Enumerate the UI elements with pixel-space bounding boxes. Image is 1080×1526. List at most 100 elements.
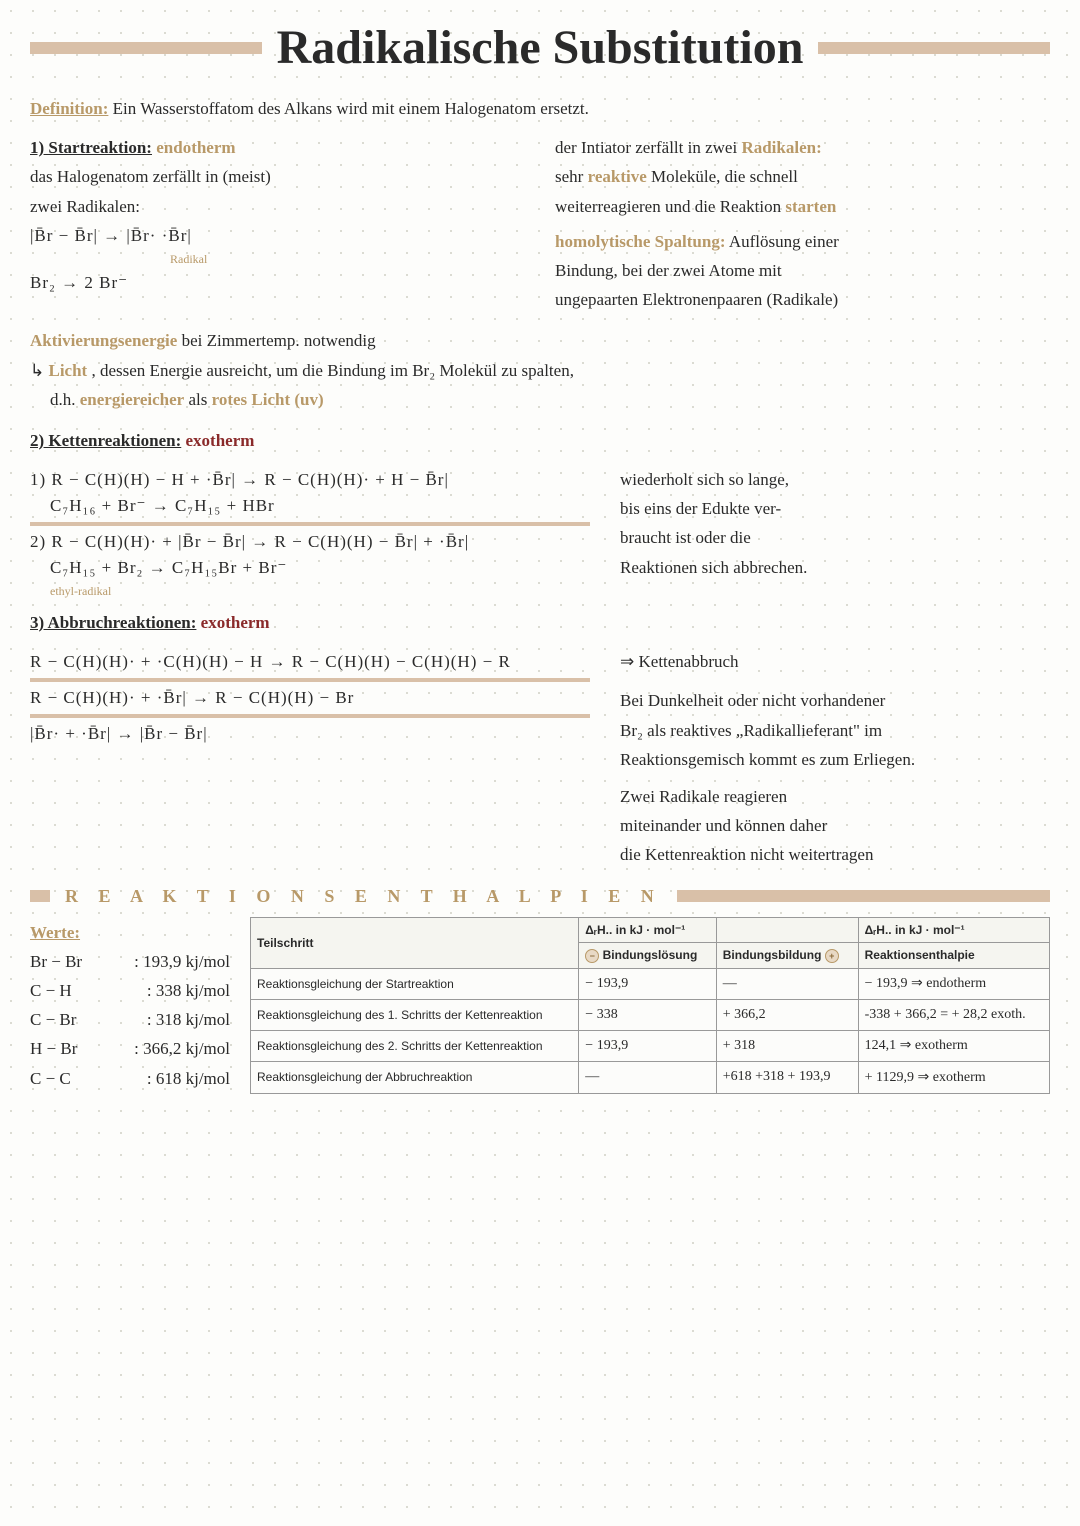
aktiv-l3b: energiereicher	[80, 390, 184, 409]
ketten-thermo: exotherm	[186, 431, 255, 450]
abbruch-heading: 3) Abbruchreaktionen:	[30, 613, 196, 632]
ketten-eq1b: C₇H₁₆ + Br⁻ → C₇H₁₅ + HBr	[50, 496, 590, 516]
th-teilschritt: Teilschritt	[251, 917, 579, 968]
ketten-heading: 2) Kettenreaktionen:	[30, 431, 181, 450]
divider-1	[30, 522, 590, 526]
title-bar-left	[30, 42, 262, 54]
minus-icon: −	[585, 949, 599, 963]
plus-icon: +	[825, 949, 839, 963]
start-left2: zwei Radikalen:	[30, 193, 525, 220]
table-row: Reaktionsgleichung der Startreaktion− 19…	[251, 968, 1050, 1000]
abbruch-section: 3) Abbruchreaktionen: exotherm R − C(H)(…	[30, 609, 1050, 871]
start-r4b: Auflösung einer	[729, 232, 839, 251]
page-title: Radikalische Substitution	[277, 20, 804, 75]
table-head-row: Teilschritt ΔᵣH.. in kJ · mol⁻¹ ΔᵣH.. in…	[251, 917, 1050, 942]
abbruch-eq2: R − C(H)(H)· + ·B̄r| → R − C(H)(H) − Br	[30, 688, 590, 708]
th-dh2: ΔᵣH.. in kJ · mol⁻¹	[858, 917, 1049, 942]
start-r3a: weiterreagieren und die Reaktion	[555, 197, 781, 216]
cell-enthalpie: 124,1 ⇒ exotherm	[858, 1030, 1049, 1062]
radikal-note: Radikal	[170, 252, 525, 267]
cell-loesung: − 193,9	[579, 968, 716, 1000]
abbruch-eq3: |B̄r· + ·B̄r| → |B̄r − B̄r|	[30, 724, 590, 744]
abbruch-s2: Br₂ als reaktives „Radikallieferant" im	[620, 717, 1040, 744]
start-r6: ungepaarten Elektronenpaaren (Radikale)	[555, 286, 1050, 313]
ketten-s2: bis eins der Edukte ver-	[620, 495, 1040, 522]
abbruch-arrow: ⇒ Kettenabbruch	[620, 648, 1040, 675]
start-left1: das Halogenatom zerfällt in (meist)	[30, 163, 525, 190]
definition-line: Definition: Ein Wasserstoffatom des Alka…	[30, 95, 1050, 122]
werte-key: C − H	[30, 977, 72, 1004]
cell-enthalpie: + 1129,9 ⇒ exotherm	[858, 1062, 1049, 1094]
werte-row: C − C : 618 kj/mol	[30, 1065, 230, 1092]
ketten-s3: braucht ist oder die	[620, 524, 1040, 551]
start-section: 1) Startreaktion: endotherm das Halogena…	[30, 132, 1050, 315]
ketten-side: wiederholt sich so lange, bis eins der E…	[620, 464, 1040, 599]
cell-loesung: ―	[579, 1062, 716, 1094]
start-formula2: Br₂ → 2 Br⁻	[30, 273, 525, 293]
start-thermo: endotherm	[156, 138, 235, 157]
werte-val: : 193,9 kj/mol	[134, 948, 230, 975]
werte-val: : 318 kj/mol	[147, 1006, 230, 1033]
th-blank	[716, 917, 858, 942]
start-r2c: Moleküle, die schnell	[651, 167, 798, 186]
start-r1a: der Intiator zerfällt in zwei	[555, 138, 737, 157]
werte-key: C − Br	[30, 1006, 76, 1033]
start-r2b: reaktive	[588, 167, 647, 186]
cell-loesung: − 193,9	[579, 1030, 716, 1062]
start-r5: Bindung, bei der zwei Atome mit	[555, 257, 1050, 284]
start-formula1: |B̄r − B̄r| → |B̄r· ·B̄r|	[30, 226, 525, 246]
aktiv-label: Aktivierungsenergie	[30, 331, 177, 350]
ketten-section: 2) Kettenreaktionen: exotherm 1) R − C(H…	[30, 427, 1050, 599]
banner-bar-left	[30, 890, 50, 902]
aktiv-l3a: d.h.	[50, 390, 76, 409]
th-loesung: − Bindungslösung	[579, 942, 716, 968]
abbruch-side: ⇒ Kettenabbruch Bei Dunkelheit oder nich…	[620, 646, 1040, 870]
aktiv-l2c: , dessen Energie ausreicht, um die Bindu…	[91, 361, 573, 380]
werte-val: : 338 kj/mol	[147, 977, 230, 1004]
ethyl-note: ethyl-radikal	[50, 584, 590, 599]
werte-heading: Werte:	[30, 919, 230, 946]
abbruch-eq1-text: R − C(H)(H)· + ·C(H)(H) − H → R − C(H)(H…	[30, 652, 511, 671]
cell-bildung: +618 +318 + 193,9	[716, 1062, 858, 1094]
werte-val: : 366,2 kj/mol	[134, 1035, 230, 1062]
th-dh1: ΔᵣH.. in kJ · mol⁻¹	[579, 917, 716, 942]
ketten-left: 1) R − C(H)(H) − H + ·B̄r| → R − C(H)(H)…	[30, 464, 590, 599]
aktiv-l2a: ↳	[30, 361, 44, 380]
aktiv-l1: bei Zimmertemp. notwendig	[182, 331, 376, 350]
table-row: Reaktionsgleichung des 2. Schritts der K…	[251, 1030, 1050, 1062]
cell-bildung: ―	[716, 968, 858, 1000]
abbruch-s1: Bei Dunkelheit oder nicht vorhandener	[620, 687, 1040, 714]
werte-key: Br − Br	[30, 948, 82, 975]
cell-bildung: + 366,2	[716, 1000, 858, 1030]
aktiv-section: Aktivierungsenergie bei Zimmertemp. notw…	[30, 327, 1050, 413]
werte-key: H − Br	[30, 1035, 77, 1062]
abbruch-s5: miteinander und können daher	[620, 812, 1040, 839]
start-r1b: Radikalen:	[741, 138, 821, 157]
werte-val: : 618 kj/mol	[147, 1065, 230, 1092]
abbruch-s4: Zwei Radikale reagieren	[620, 783, 1040, 810]
werte-row: Br − Br : 193,9 kj/mol	[30, 948, 230, 975]
cell-enthalpie: − 193,9 ⇒ endotherm	[858, 968, 1049, 1000]
divider-3	[30, 714, 590, 718]
start-r3b: starten	[785, 197, 836, 216]
th-bildung-text: Bindungsbildung	[723, 948, 822, 962]
th-loesung-text: Bindungslösung	[603, 948, 698, 962]
cell-teilschritt: Reaktionsgleichung des 2. Schritts der K…	[251, 1030, 579, 1062]
banner-text: R E A K T I O N S E N T H A L P I E N	[65, 886, 662, 907]
start-heading: 1) Startreaktion:	[30, 138, 152, 157]
th-bildung: Bindungsbildung +	[716, 942, 858, 968]
aktiv-l3d: rotes Licht (uv)	[212, 390, 324, 409]
abbruch-s6: die Kettenreaktion nicht weitertragen	[620, 841, 1040, 868]
th-enthalpie: Reaktionsenthalpie	[858, 942, 1049, 968]
title-row: Radikalische Substitution	[30, 20, 1050, 75]
cell-teilschritt: Reaktionsgleichung des 1. Schritts der K…	[251, 1000, 579, 1030]
banner-bar-right	[677, 890, 1050, 902]
ketten-eq1: 1) R − C(H)(H) − H + ·B̄r| → R − C(H)(H)…	[30, 470, 590, 490]
werte-row: H − Br : 366,2 kj/mol	[30, 1035, 230, 1062]
definition-text: Ein Wasserstoffatom des Alkans wird mit …	[113, 99, 589, 118]
divider-2	[30, 678, 590, 682]
cell-teilschritt: Reaktionsgleichung der Abbruchreaktion	[251, 1062, 579, 1094]
cell-bildung: + 318	[716, 1030, 858, 1062]
ketten-eq2: 2) R − C(H)(H)· + |B̄r − B̄r| → R − C(H)…	[30, 532, 590, 552]
werte-key: C − C	[30, 1065, 71, 1092]
